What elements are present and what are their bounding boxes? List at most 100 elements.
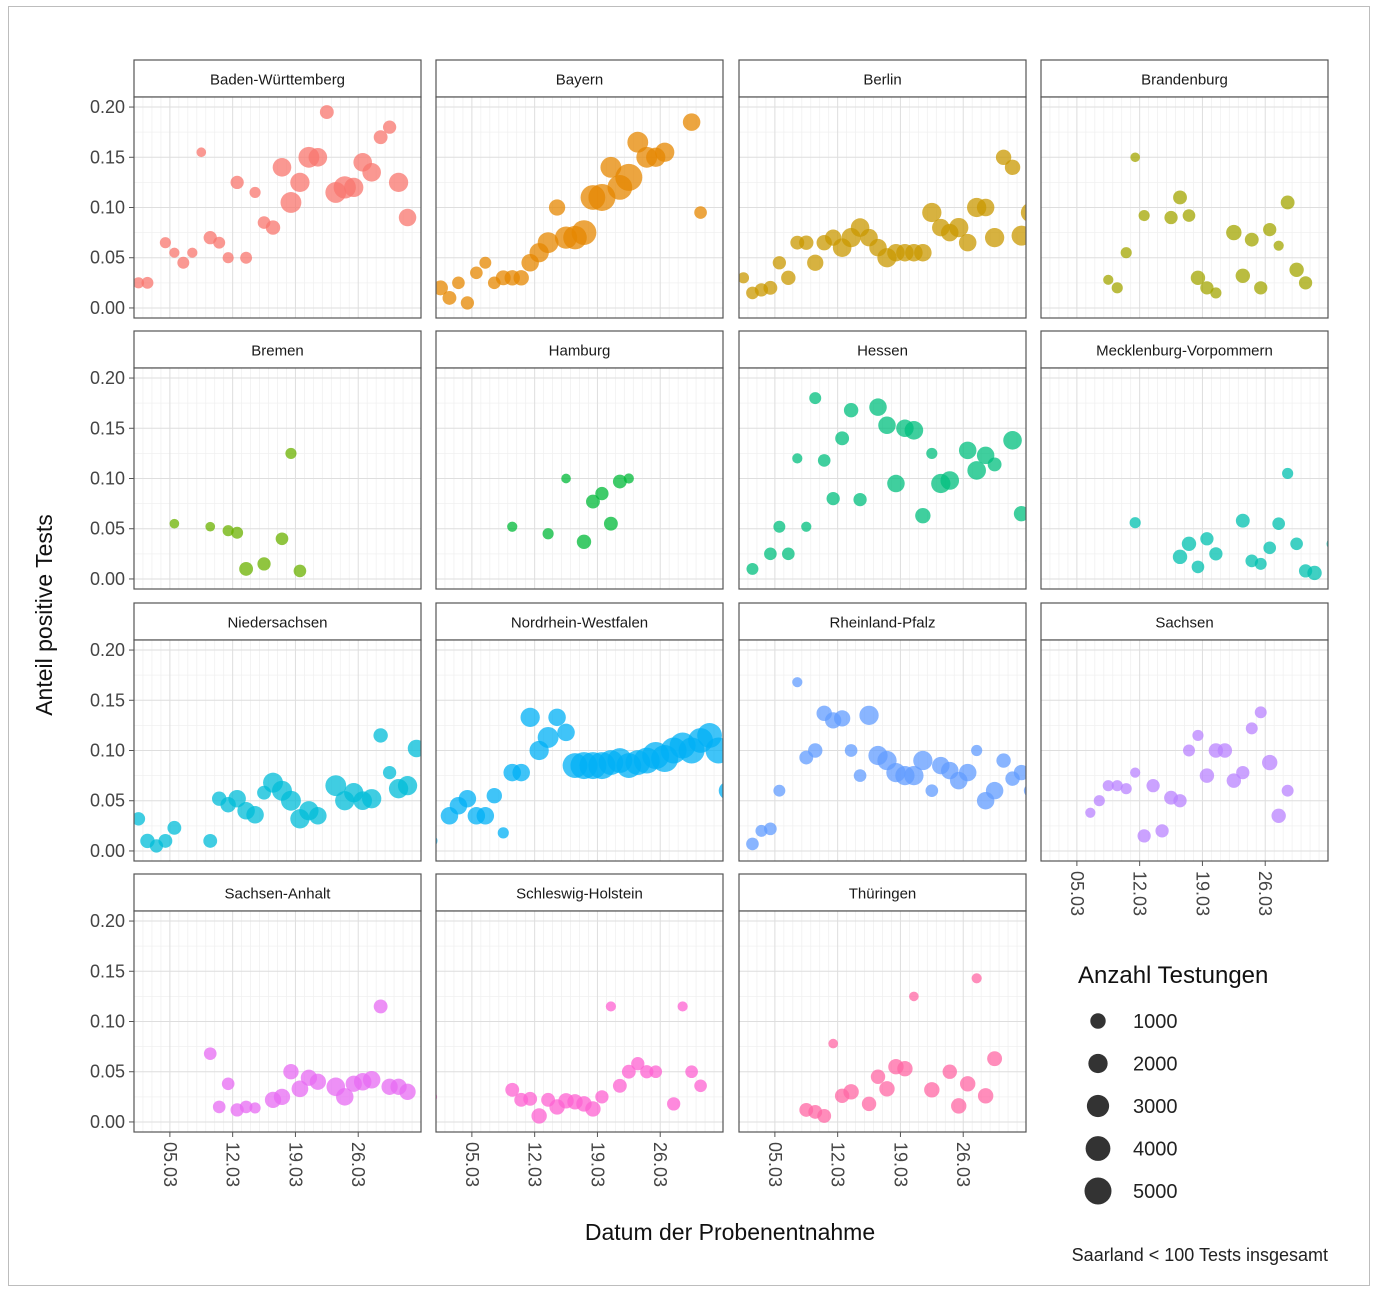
data-point — [612, 1078, 627, 1093]
data-point — [1013, 764, 1026, 781]
data-point — [904, 420, 924, 440]
legend-title: Anzahl Testungen — [1078, 962, 1268, 989]
y-tick-label: 0.20 — [90, 368, 125, 388]
facet-title: Thüringen — [849, 886, 917, 903]
legend-size-key — [1084, 1177, 1112, 1205]
data-point — [585, 1101, 601, 1117]
data-point — [1130, 152, 1140, 163]
y-tick-label: 0.05 — [90, 248, 125, 268]
data-point — [976, 198, 995, 217]
data-point — [1191, 560, 1205, 574]
data-point — [228, 789, 246, 808]
y-tick-label: 0.10 — [90, 741, 125, 761]
x-tick-label: 26.03 — [650, 1142, 670, 1187]
facet-strip — [1040, 330, 1329, 369]
facet-title: Sachsen — [1155, 615, 1213, 632]
data-point — [382, 120, 397, 134]
data-point — [362, 789, 382, 809]
x-tick-label: 12.03 — [828, 1142, 848, 1187]
data-point — [904, 765, 924, 786]
data-point — [309, 807, 327, 825]
size-legend: Anzahl Testungen 1000 2000 3000 4000 5000 — [1078, 962, 1268, 1205]
data-point — [781, 270, 796, 286]
data-point — [280, 192, 302, 213]
data-point — [273, 1088, 291, 1105]
x-tick-label: 05.03 — [765, 1142, 785, 1187]
data-point — [285, 447, 297, 459]
data-point — [897, 1061, 913, 1077]
data-point — [362, 1071, 381, 1089]
data-point — [240, 251, 253, 264]
data-point — [746, 562, 759, 575]
data-point — [486, 788, 502, 804]
data-point — [859, 705, 879, 725]
data-point — [362, 163, 381, 182]
data-point — [909, 991, 919, 1002]
data-point — [808, 743, 823, 758]
y-tick-label: 0.05 — [90, 519, 125, 539]
data-point — [213, 236, 226, 249]
panel-border — [738, 367, 1027, 590]
data-point — [640, 1065, 654, 1079]
panel-border — [435, 639, 724, 862]
data-point — [677, 1001, 688, 1012]
data-point — [977, 1088, 994, 1104]
x-tick-label: 05.03 — [160, 1142, 180, 1187]
panel-border — [738, 639, 1027, 862]
data-point — [879, 1081, 895, 1097]
facet-title: Schleswig-Holstein — [516, 886, 643, 903]
data-point — [844, 744, 858, 757]
x-tick-label: 19.03 — [1192, 871, 1212, 916]
data-point — [1172, 549, 1188, 565]
data-point — [1307, 565, 1322, 581]
data-point — [373, 130, 388, 145]
facet-strip — [435, 602, 724, 641]
data-point — [1182, 209, 1196, 222]
data-point — [960, 1076, 976, 1092]
data-point — [1254, 706, 1267, 719]
data-point — [631, 1057, 645, 1071]
data-points — [746, 392, 1026, 575]
y-tick-label: 0.00 — [90, 569, 125, 589]
y-tick-label: 0.15 — [90, 418, 125, 438]
legend-size-key — [1090, 1013, 1106, 1029]
legend-label: 2000 — [1133, 1054, 1178, 1076]
data-point — [548, 708, 566, 727]
data-point — [169, 247, 180, 258]
legend-label: 5000 — [1133, 1181, 1178, 1203]
data-point — [878, 416, 896, 435]
data-points — [739, 149, 1026, 300]
data-point — [1282, 467, 1294, 480]
x-tick-label: 12.03 — [525, 1142, 545, 1187]
facet-title: Sachsen-Anhalt — [225, 886, 332, 903]
data-point — [1236, 765, 1250, 780]
data-point — [949, 217, 969, 238]
data-points — [1129, 467, 1328, 581]
panel-border — [435, 96, 724, 319]
data-points — [436, 707, 723, 845]
facet-strip — [738, 59, 1027, 98]
data-point — [764, 547, 777, 561]
y-tick-label: 0.05 — [90, 791, 125, 811]
data-point — [537, 232, 559, 254]
facet-panel: Rheinland-Pfalz — [738, 602, 1027, 862]
data-point — [1200, 532, 1214, 546]
data-point — [1190, 270, 1206, 286]
data-point — [1164, 210, 1178, 225]
data-point — [869, 398, 887, 416]
data-points — [169, 447, 307, 578]
facet-panel: Bremen 0.00 0.05 0.10 0.15 0.20 — [90, 330, 422, 590]
facet-panel: Brandenburg — [1040, 59, 1329, 319]
data-point — [398, 208, 417, 227]
data-point — [1298, 276, 1313, 290]
y-tick-label: 0.00 — [90, 298, 125, 318]
data-point — [705, 737, 723, 764]
data-point — [537, 727, 559, 748]
data-point — [1290, 537, 1303, 551]
data-point — [222, 252, 234, 264]
data-point — [940, 471, 960, 490]
facet-panel: Sachsen-Anhalt 0.00 0.05 0.10 0.15 0.20 05.03 1… — [90, 873, 422, 1187]
panel-border — [738, 96, 1027, 319]
data-point — [649, 1065, 663, 1079]
facet-strip — [1040, 59, 1329, 98]
